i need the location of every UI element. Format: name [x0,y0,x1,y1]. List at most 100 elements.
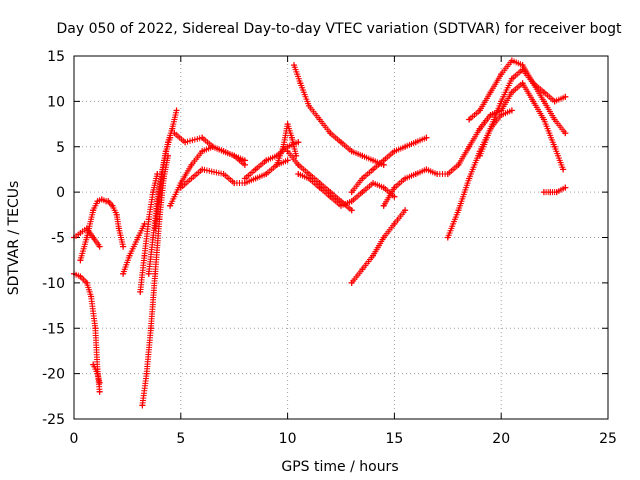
series-arc-16 [291,62,387,168]
data-point [348,189,355,196]
series-arc-10 [152,107,180,232]
data-point [297,80,304,87]
x-tick-label: 5 [176,431,185,447]
data-point [241,157,248,164]
data-point [444,234,451,241]
data-point [88,293,95,300]
data-point [173,107,180,114]
data-point [150,189,157,196]
data-point [423,166,430,173]
data-point [412,139,419,146]
data-point [359,175,366,182]
data-point [359,266,366,273]
data-point [263,157,270,164]
data-point [241,175,248,182]
data-point [316,116,323,123]
data-point [547,189,554,196]
data-point [508,89,515,96]
data-point [530,98,537,105]
data-point [562,93,569,100]
data-point [199,134,206,141]
data-point [90,234,97,241]
y-tick-label: -5 [51,231,65,247]
data-point [508,75,515,82]
data-point [231,152,238,159]
data-point [305,102,312,109]
series-arc-18 [295,170,398,209]
data-point [288,134,295,141]
data-point [540,116,547,123]
data-point [391,193,398,200]
data-point [96,379,103,386]
data-point [77,229,84,236]
data-point [562,184,569,191]
data-point [412,170,419,177]
data-point [152,225,159,232]
axis-ticks: 0 5 10 15 20 25 -25 -20 -15 -10 -5 0 5 10 15 [42,49,617,447]
data-point [391,220,398,227]
data-point [156,216,163,223]
data-point [284,121,291,128]
chart-title: Day 050 of 2022, Sidereal Day-to-day VTE… [56,21,622,37]
data-point [359,189,366,196]
data-point [380,157,387,164]
data-point [487,111,494,118]
data-point [370,180,377,187]
data-point [137,288,144,295]
data-point [177,184,184,191]
data-point [391,148,398,155]
data-point [98,196,105,203]
data-points [71,57,569,409]
data-point [220,170,227,177]
data-point [160,161,167,168]
data-point [327,193,334,200]
data-point [348,198,355,205]
x-tick-label: 20 [492,431,510,447]
data-point [199,166,206,173]
series-arc-1 [71,270,103,395]
data-point [284,157,291,164]
data-point [466,143,473,150]
data-point [551,116,558,123]
data-point [199,148,206,155]
data-point [498,71,505,78]
x-tick-label: 25 [599,431,617,447]
data-point [455,161,462,168]
data-point [476,107,483,114]
data-point [295,139,302,146]
y-tick-label: 5 [56,140,65,156]
data-point [145,270,152,277]
data-point [120,270,127,277]
data-point [141,252,148,259]
data-point [402,207,409,214]
data-point [94,198,101,205]
y-tick-label: 15 [47,49,65,65]
data-point [83,234,90,241]
series-arc-21 [348,134,430,196]
data-point [348,279,355,286]
data-point [551,98,558,105]
data-point [139,402,146,409]
series-arc-24 [476,66,569,159]
data-point [280,143,287,150]
data-point [113,211,120,218]
data-point [444,170,451,177]
series-arc-5 [105,198,127,250]
data-point [380,184,387,191]
plot-border [73,55,609,420]
series-arc-4 [90,361,103,386]
data-point [455,207,462,214]
data-point [109,202,116,209]
data-point [126,252,133,259]
data-point [263,170,270,177]
data-point [370,252,377,259]
data-point [519,80,526,87]
data-point [164,139,171,146]
data-point [370,157,377,164]
data-point [135,234,142,241]
data-point [380,234,387,241]
data-point [143,370,150,377]
data-point [231,180,238,187]
data-point [519,66,526,73]
